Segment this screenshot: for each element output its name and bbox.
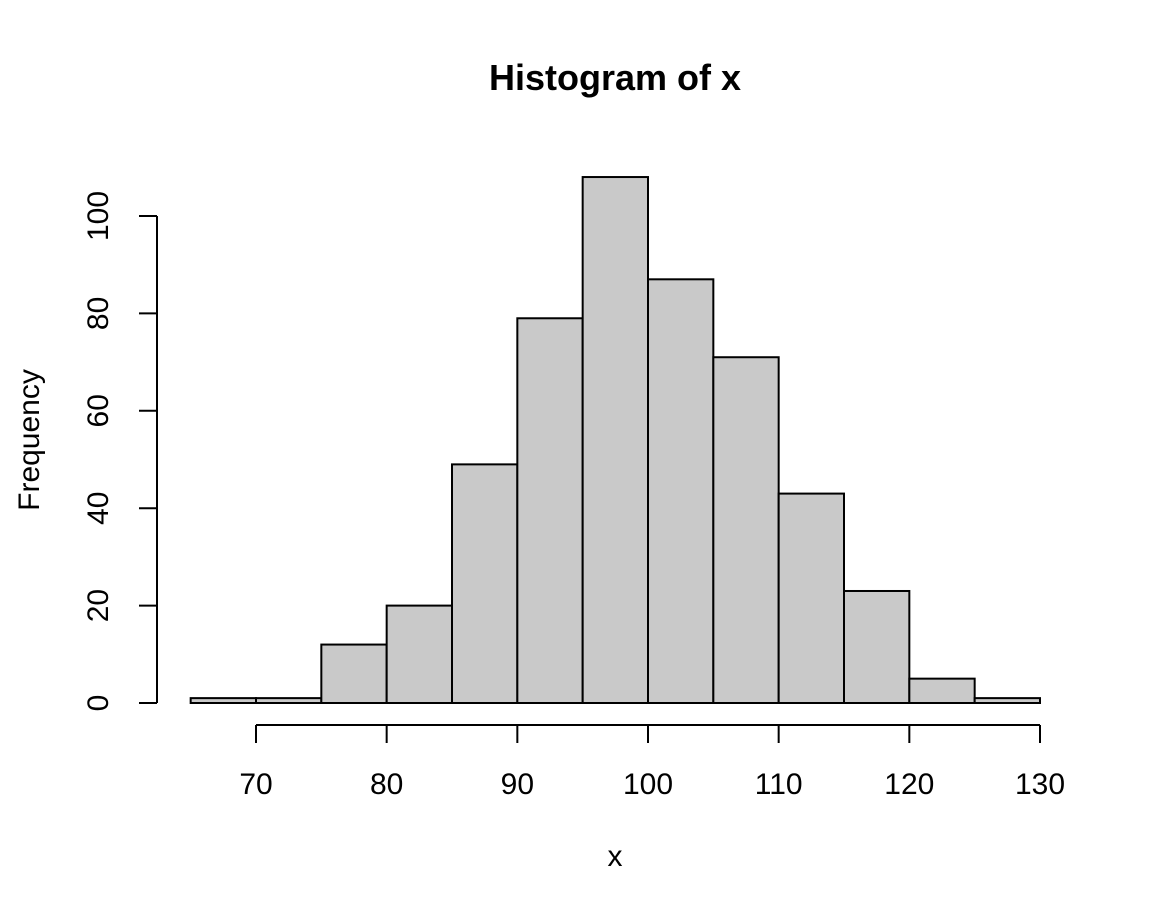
x-tick-label: 110: [755, 768, 803, 801]
histogram-bar: [581, 176, 650, 705]
histogram-bar: [451, 463, 519, 704]
chart-title: Histogram of x: [489, 57, 741, 98]
histogram-bar: [385, 604, 453, 704]
x-tick-label: 130: [1015, 768, 1065, 801]
y-tick-label: 40: [82, 492, 115, 525]
x-tick-label: 70: [239, 768, 272, 801]
histogram-bar: [843, 589, 911, 704]
y-tick-label: 100: [82, 191, 115, 241]
histogram-bar: [516, 317, 584, 704]
histogram-bar: [908, 677, 976, 705]
y-tick-label: 0: [82, 695, 115, 712]
histogram-bar: [189, 697, 258, 705]
x-tick-label: 80: [370, 768, 403, 801]
histogram-bar: [255, 697, 323, 705]
x-axis-label: x: [608, 840, 623, 873]
histogram-bar: [777, 492, 846, 704]
y-tick-label: 80: [82, 297, 115, 330]
x-tick-label: 90: [501, 768, 534, 801]
histogram-bar: [320, 643, 388, 704]
x-tick-label: 120: [884, 768, 934, 801]
x-tick-label: 100: [623, 768, 673, 801]
histogram-bar: [712, 356, 780, 704]
y-tick-label: 60: [82, 394, 115, 427]
y-tick-label: 20: [82, 589, 115, 622]
histogram-bar: [973, 697, 1042, 705]
y-axis-label: Frequency: [13, 369, 46, 511]
histogram-bar: [647, 278, 715, 704]
